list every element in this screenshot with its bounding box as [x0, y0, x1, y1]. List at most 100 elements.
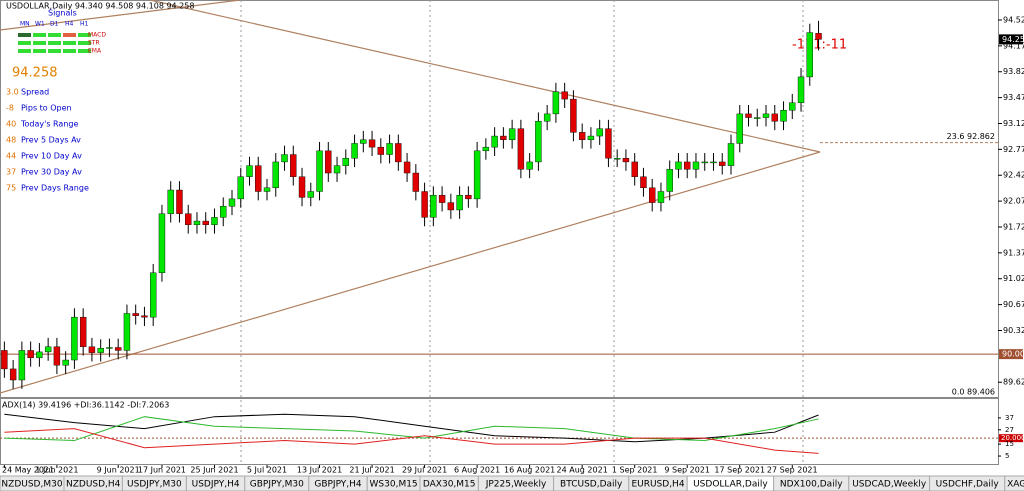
candle-body — [780, 109, 787, 122]
candle-body — [797, 76, 805, 103]
tab-label[interactable]: BTCUSD,Daily — [560, 480, 623, 490]
info-value: 48 — [6, 136, 16, 145]
level-tag-label: 90.000 — [1002, 350, 1024, 359]
info-value: 75 — [6, 184, 16, 193]
candle-body — [622, 158, 630, 163]
tab-label[interactable]: USDCHF,Daily — [936, 480, 1000, 490]
candle-body — [754, 117, 761, 119]
tab-label[interactable]: JP225,Weekly — [485, 480, 547, 490]
candle-body — [491, 135, 498, 148]
tab-label[interactable]: DAX30,M15 — [423, 480, 476, 490]
candle-body — [71, 316, 78, 361]
price-tag — [999, 34, 1023, 45]
candle-body — [570, 98, 577, 133]
tab-label[interactable]: XAGUSD,H4 — [1007, 480, 1024, 490]
y-tick-label: 5 — [1005, 452, 1009, 460]
candle-body — [290, 154, 297, 177]
candle-body — [640, 176, 647, 189]
candle-body — [9, 368, 17, 381]
adx-line — [4, 416, 819, 442]
y-tick-label: 93.820 — [1003, 67, 1024, 76]
tab-label[interactable]: NDX100,Daily — [780, 480, 843, 490]
signal-cell — [78, 33, 91, 37]
candle-body — [360, 139, 367, 144]
candle-body — [202, 220, 209, 225]
tab-label[interactable]: USDOLLAR,Daily — [693, 480, 768, 490]
candle-body — [482, 146, 490, 152]
fib-label: 0.0 89.406 — [952, 388, 995, 397]
x-tick-label: 25 Jun 2021 — [190, 466, 238, 475]
candle-body — [114, 347, 122, 351]
signal-cell — [63, 41, 76, 45]
tab-label[interactable]: WS30,M15 — [370, 480, 418, 490]
info-label: Today's Range — [20, 120, 78, 129]
trendline — [0, 0, 241, 31]
info-value: 40 — [6, 120, 16, 129]
y-tick-label: 92.070 — [1003, 197, 1024, 206]
y-tick-label: 94.520 — [1003, 16, 1024, 25]
candle-body — [771, 113, 778, 122]
price-tag-label: 94.258 — [1002, 35, 1024, 44]
tab[interactable] — [1004, 475, 1024, 491]
y-tick-label: 15 — [1005, 440, 1014, 448]
timeframe-label: W1 — [35, 21, 45, 28]
y-tick-label: 92.420 — [1003, 171, 1024, 180]
annotation: -111:-11 — [792, 38, 847, 53]
candle-body — [561, 91, 568, 100]
candle-body — [421, 191, 428, 218]
signal-cell — [33, 41, 46, 45]
info-value: 3.0 — [6, 88, 19, 97]
tab-label[interactable]: NZDUSD,M30 — [1, 480, 62, 490]
candle-body — [543, 113, 551, 122]
adx-label: ADX(14) 39.4196 +DI:36.1142 -DI:7.2063 — [2, 401, 169, 410]
candle-body — [500, 135, 507, 140]
candle-body — [736, 113, 743, 144]
candle-body — [316, 150, 323, 192]
candle-body — [333, 165, 341, 174]
tab-label[interactable]: NZDUSD,H4 — [66, 480, 121, 490]
candle-body — [710, 161, 717, 164]
candle-body — [27, 350, 34, 359]
candle-body — [578, 132, 586, 140]
candle-body — [53, 346, 61, 366]
candle-body — [18, 350, 26, 381]
x-tick-label: 21 Jul 2021 — [349, 466, 394, 475]
candle-body — [430, 194, 437, 218]
tab-label[interactable]: USDCAD,Weekly — [852, 480, 927, 490]
signal-cell — [63, 49, 76, 53]
x-tick-label: 13 Jul 2021 — [297, 466, 342, 475]
fib-label: 23.6 92.862 — [947, 132, 995, 141]
info-value: -8 — [6, 104, 14, 113]
trendline — [149, 0, 821, 153]
candle-body — [281, 154, 288, 163]
candle-body — [535, 121, 542, 163]
candle-body — [97, 348, 104, 353]
candle-body — [255, 165, 262, 192]
candle-body — [377, 146, 385, 155]
candle-body — [438, 194, 446, 203]
candle-body — [657, 191, 665, 203]
trendlines — [0, 0, 821, 394]
tab-label[interactable]: EURUSD,H4 — [631, 480, 684, 490]
tab-label[interactable]: USDJPY,M30 — [127, 480, 182, 490]
candle-body — [789, 102, 796, 111]
signal-cell — [63, 33, 76, 37]
candle-body — [351, 143, 358, 159]
candle-body — [675, 161, 682, 170]
chart-header: USDOLLAR,Daily 94.340 94.508 94.108 94.2… — [6, 2, 194, 11]
candle-body — [613, 158, 621, 160]
tab-label[interactable]: GBPJPY,M30 — [250, 480, 304, 490]
signals-title: Signals — [48, 9, 77, 18]
x-tick-label: 9 Jun 2021 — [97, 466, 140, 475]
candle-body — [701, 161, 708, 164]
candle-body — [596, 128, 603, 137]
x-tick-label: 5 Jul 2021 — [247, 466, 287, 475]
x-tick-label: 16 Aug 2021 — [504, 466, 555, 475]
tab-label[interactable]: USDJPY,H4 — [192, 480, 240, 490]
tab-label[interactable]: GBPJPY,H4 — [314, 480, 362, 490]
candle-body — [403, 161, 411, 174]
x-tick-label: 1 Sep 2021 — [612, 466, 658, 475]
y-tick-label: 20.0000 — [1001, 434, 1024, 442]
info-value: 37 — [6, 168, 16, 177]
candle-body — [395, 143, 402, 163]
